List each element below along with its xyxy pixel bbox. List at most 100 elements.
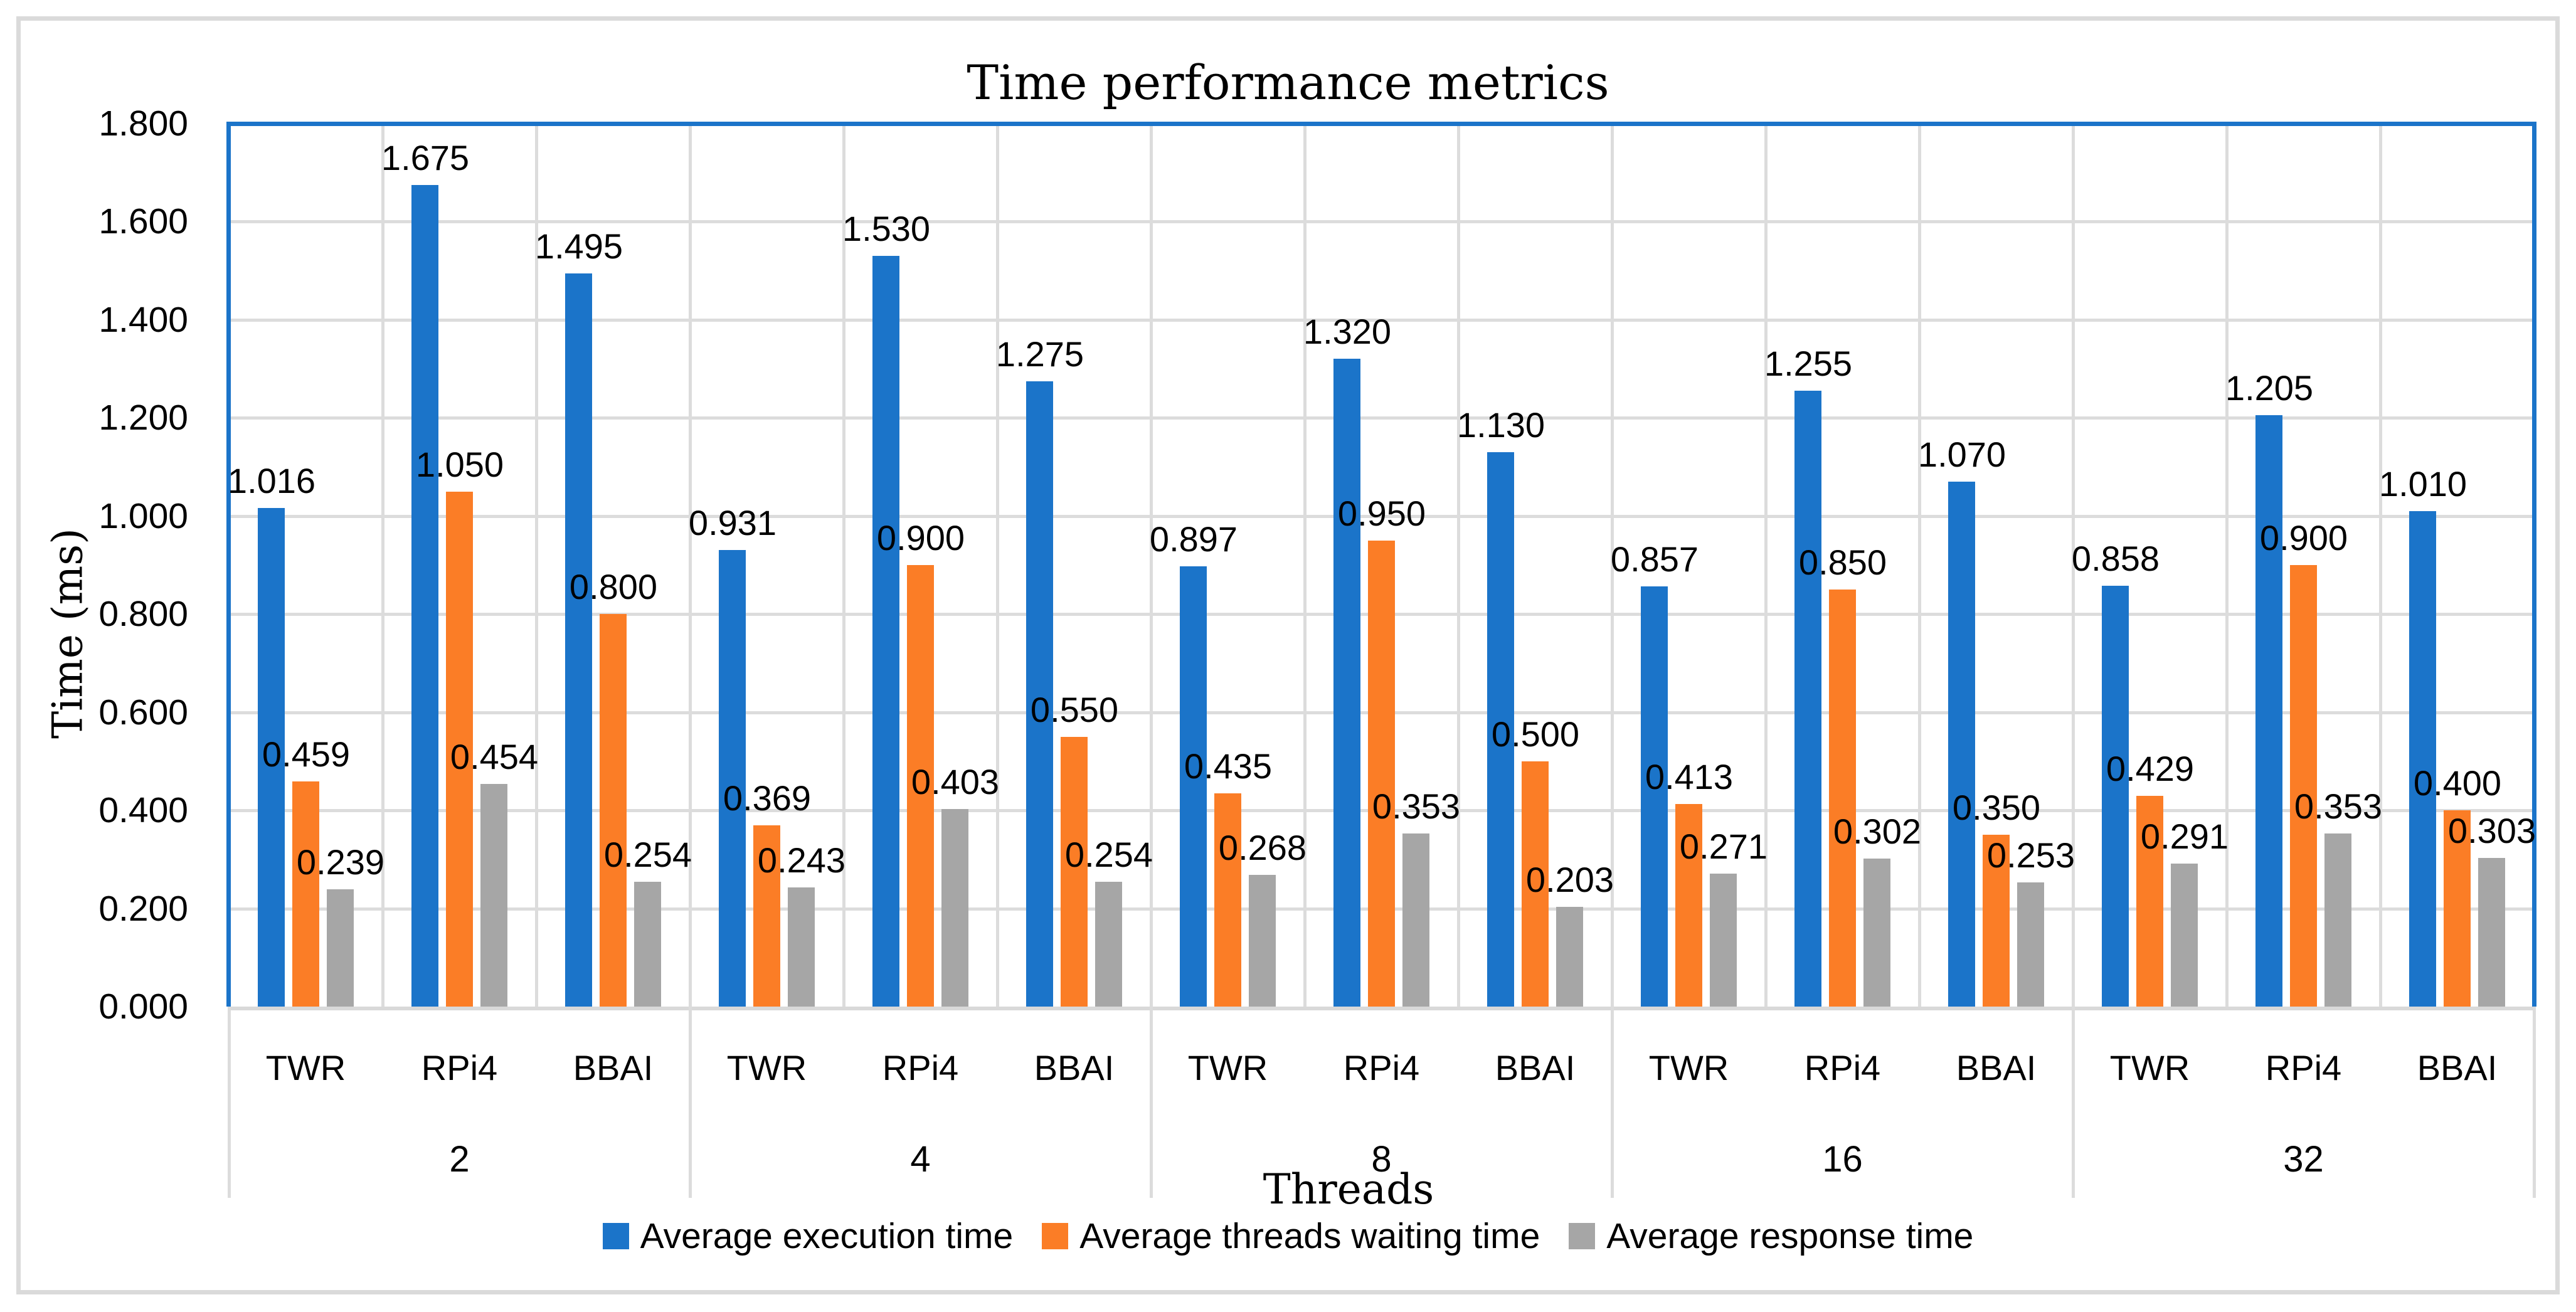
bar-value-label: 1.255 (1764, 344, 1853, 383)
bar-value-label: 1.530 (842, 209, 931, 248)
legend-label: Average threads waiting time (1079, 1216, 1540, 1256)
bar-average-response-time (634, 882, 661, 1007)
bar-average-threads-waiting-time (1061, 737, 1088, 1007)
bar-average-response-time (941, 809, 968, 1007)
bar-average-threads-waiting-time (1829, 590, 1856, 1007)
y-tick-label: 0.200 (98, 889, 188, 929)
bar-average-response-time (2324, 833, 2351, 1007)
bar-average-response-time (1095, 882, 1122, 1007)
bar-average-execution-time (1794, 391, 1821, 1007)
y-tick-label: 1.600 (98, 201, 188, 241)
group-divider (1611, 1007, 1614, 1198)
bar-value-label: 0.454 (450, 737, 539, 776)
group-divider (1150, 1007, 1153, 1198)
legend-swatch-icon (1042, 1223, 1069, 1249)
plot-border-top (226, 122, 2536, 126)
category-label: RPi4 (2265, 1048, 2342, 1087)
v-gridline (689, 124, 692, 1007)
v-gridline (535, 124, 538, 1007)
bar-value-label: 0.800 (569, 567, 658, 606)
bar-average-execution-time (565, 273, 592, 1007)
bar-value-label: 0.931 (688, 503, 777, 542)
bar-average-response-time (480, 784, 507, 1007)
v-gridline (1303, 124, 1307, 1007)
bar-value-label: 0.550 (1030, 690, 1119, 729)
v-gridline (1611, 124, 1614, 1007)
plot-border-left (226, 122, 231, 1007)
bar-average-execution-time (872, 256, 899, 1007)
bar-average-threads-waiting-time (1368, 541, 1395, 1007)
bar-value-label: 1.275 (995, 334, 1084, 374)
bar-average-threads-waiting-time (907, 565, 934, 1007)
bar-value-label: 0.369 (723, 778, 812, 818)
group-divider (2072, 1007, 2075, 1198)
bar-value-label: 0.900 (2259, 518, 2348, 558)
bar-average-execution-time (719, 550, 746, 1007)
legend: Average execution time Average threads wa… (0, 1214, 2576, 1258)
legend-label: Average response time (1606, 1216, 1974, 1256)
v-gridline (2072, 124, 2075, 1007)
v-gridline (996, 124, 999, 1007)
bar-average-threads-waiting-time (292, 781, 319, 1007)
bar-value-label: 0.254 (603, 835, 692, 874)
bar-value-label: 0.403 (911, 762, 1000, 801)
group-label: 8 (1371, 1139, 1392, 1180)
bar-value-label: 1.070 (1917, 435, 2006, 474)
group-label: 4 (910, 1139, 931, 1180)
bar-average-threads-waiting-time (1675, 804, 1702, 1007)
bar-average-response-time (327, 889, 354, 1007)
bar-average-response-time (2478, 858, 2505, 1007)
v-gridline (1457, 124, 1460, 1007)
category-label: TWR (726, 1048, 807, 1087)
bar-value-label: 1.675 (381, 138, 470, 177)
bar-average-response-time (788, 887, 815, 1007)
y-tick-label: 0.800 (98, 594, 188, 634)
bar-value-label: 0.400 (2413, 763, 2502, 803)
category-label: TWR (1187, 1048, 1268, 1087)
bar-average-execution-time (2102, 586, 2129, 1007)
legend-swatch-icon (1569, 1223, 1596, 1249)
x-axis-line (229, 1007, 2534, 1010)
figure-border (16, 16, 2560, 1294)
legend-item: Average response time (1569, 1214, 1973, 1258)
h-gridline (229, 319, 2534, 322)
h-gridline (229, 220, 2534, 223)
legend-swatch-icon (602, 1223, 629, 1249)
bar-value-label: 1.130 (1456, 405, 1545, 445)
bar-average-response-time (2171, 864, 2198, 1007)
y-tick-label: 0.600 (98, 692, 188, 733)
bar-average-threads-waiting-time (753, 825, 780, 1007)
bar-value-label: 0.302 (1833, 812, 1922, 851)
y-tick-label: 1.200 (98, 398, 188, 438)
category-label: BBAI (1034, 1048, 1115, 1087)
bar-average-execution-time (1948, 482, 1975, 1007)
bar-average-response-time (1249, 875, 1276, 1007)
bar-average-threads-waiting-time (2136, 796, 2163, 1007)
v-gridline (2379, 124, 2382, 1007)
bar-average-response-time (2017, 882, 2044, 1007)
group-label: 32 (2283, 1139, 2324, 1180)
v-gridline (1150, 124, 1153, 1007)
bar-average-response-time (1710, 874, 1737, 1007)
bar-value-label: 0.350 (1952, 788, 2041, 827)
v-gridline (2225, 124, 2229, 1007)
bar-value-label: 1.320 (1303, 312, 1392, 351)
y-tick-label: 0.000 (98, 987, 188, 1027)
bar-value-label: 0.413 (1645, 757, 1734, 796)
category-label: BBAI (2417, 1048, 2498, 1087)
y-tick-label: 1.000 (98, 496, 188, 536)
category-label: RPi4 (421, 1048, 498, 1087)
bar-value-label: 0.459 (262, 734, 351, 774)
category-label: BBAI (1495, 1048, 1576, 1087)
h-gridline (229, 515, 2534, 518)
bar-value-label: 0.950 (1337, 494, 1426, 533)
bar-value-label: 0.353 (2294, 786, 2383, 826)
bar-value-label: 1.205 (2225, 368, 2314, 408)
bar-value-label: 0.271 (1679, 827, 1768, 866)
bar-average-execution-time (2409, 511, 2436, 1007)
bar-value-label: 0.435 (1184, 746, 1273, 786)
bar-average-execution-time (1487, 452, 1514, 1007)
bar-average-threads-waiting-time (2444, 810, 2471, 1007)
h-gridline (229, 416, 2534, 420)
category-label: BBAI (573, 1048, 654, 1087)
